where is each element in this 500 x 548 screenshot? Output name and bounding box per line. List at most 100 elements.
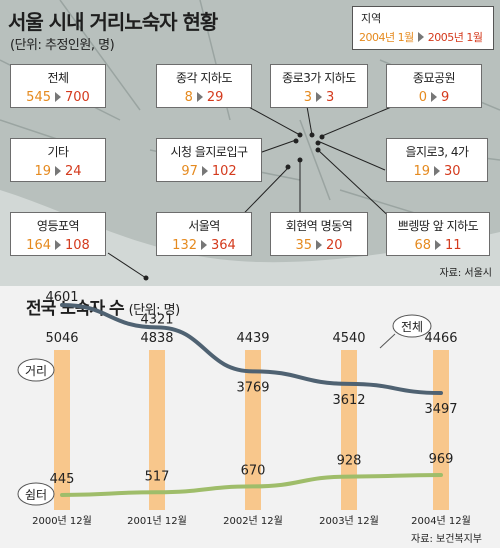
location-values: 35 20 [271,238,367,253]
x-tick-label: 2004년 12월 [411,515,471,527]
location-box: 종로3가 지하도 3 3 [270,64,368,108]
arrow-icon [316,92,322,102]
location-name: 시청 을지로입구 [170,145,248,159]
location-box: 종묘공원 0 9 [386,64,482,108]
value-2005: 9 [441,90,450,105]
value-2004: 3 [303,90,312,105]
street-data-label: 4321 [140,312,173,327]
legend-from: 2004년 1월 [359,31,414,44]
location-name: 종묘공원 [412,71,456,85]
value-2005: 20 [326,238,343,253]
shelter-data-label: 928 [337,454,362,469]
street-data-label: 3497 [424,402,457,417]
value-2004: 19 [34,164,51,179]
river-shape [0,190,500,286]
arrow-icon [417,32,424,42]
location-box: 전체 545 700 [10,64,106,108]
arrow-icon [431,92,437,102]
value-2004: 19 [413,164,430,179]
value-2005: 108 [65,238,90,253]
series-line-street [60,303,443,395]
map-legend: 지역 2004년 1월 2005년 1월 [352,6,494,50]
street-data-label: 3612 [332,393,365,408]
value-2004: 132 [172,238,197,253]
location-name: 종각 지하도 [175,71,233,85]
value-2005: 29 [206,90,224,105]
location-values: 545 700 [11,90,105,105]
total-label: 4540 [332,331,365,346]
line-chart: 5046 4838 4439 4540 4466 4601 4321 3769 3612 3497… [17,290,471,527]
x-tick-label: 2003년 12월 [319,515,379,527]
total-callout [392,314,432,338]
location-name: 쁘렝땅 앞 지하도 [397,219,479,233]
location-box: 기타 19 24 [10,138,106,182]
location-box: 영등포역 164 108 [10,212,106,256]
legend-values: 2004년 1월 2005년 1월 [359,29,483,45]
location-box: 종각 지하도 8 29 [156,64,252,108]
value-2004: 164 [26,238,51,253]
arrow-icon [55,166,61,176]
location-values: 132 364 [157,238,251,253]
location-values: 19 30 [387,164,487,179]
chart-unit: (단위: 명) [128,303,181,318]
x-tick-label: 2002년 12월 [223,515,283,527]
value-2005: 700 [65,90,90,105]
series-line-shelter [60,473,443,497]
series-name-shelter: 쉼터 [25,488,47,502]
location-name: 회현역 명동역 [285,219,353,233]
total-label: 5046 [45,331,78,346]
arrow-icon [55,240,61,250]
arrow-icon [201,240,207,250]
location-name: 영등포역 [36,219,80,233]
value-2005: 102 [211,164,237,179]
year-bar [341,350,357,510]
value-2005: 3 [326,90,335,105]
map-subtitle: (단위: 추정인원, 명) [10,38,115,53]
shelter-data-label: 670 [241,463,266,478]
value-2004: 35 [295,238,312,253]
value-2004: 97 [181,164,198,179]
location-name: 전체 [47,71,69,85]
map-panel: 서울 시내 거리노숙자 현황 (단위: 추정인원, 명) 지역 2004년 1월… [0,0,500,286]
x-tick-label: 2000년 12월 [32,515,92,527]
chart-source: 자료: 보건복지부 [411,534,482,545]
value-2004: 68 [414,238,431,253]
arrow-icon [196,92,203,102]
total-callout-pointer [379,333,396,349]
chart-panel: 전국 노숙자 수 (단위: 명) 5046 4838 4439 4540 4466 460… [0,286,500,548]
value-2004: 545 [26,90,51,105]
location-box: 서울역 132 364 [156,212,252,256]
street-data-label: 3769 [236,380,269,395]
total-label: 4466 [424,331,457,346]
total-label: 4838 [140,331,173,346]
year-bar [149,350,165,510]
location-box: 회현역 명동역 35 20 [270,212,368,256]
arrow-icon [434,166,440,176]
value-2005: 11 [445,238,462,253]
total-label: 4439 [236,331,269,346]
value-2004: 8 [184,90,193,105]
arrow-icon [55,92,61,102]
map-title: 서울 시내 거리노숙자 현황 [8,10,218,34]
legend-to: 2005년 1월 [427,31,483,44]
series-callout-street [17,358,55,382]
value-2005: 24 [65,164,82,179]
location-values: 8 29 [157,90,251,105]
location-box: 을지로3, 4가 19 30 [386,138,488,182]
map-background [0,0,500,286]
location-name: 서울역 [188,219,220,233]
location-name: 기타 [47,145,69,159]
location-values: 97 102 [157,164,261,179]
x-tick-label: 2001년 12월 [127,515,187,527]
shelter-data-label: 517 [145,469,170,484]
series-name-street: 거리 [25,364,47,378]
arrow-icon [316,240,322,250]
shelter-data-label: 969 [429,452,454,467]
location-box: 쁘렝땅 앞 지하도 68 11 [386,212,490,256]
arrow-icon [201,166,208,176]
arrow-icon [435,240,441,250]
total-name: 전체 [401,320,423,334]
location-name: 을지로3, 4가 [405,145,469,159]
